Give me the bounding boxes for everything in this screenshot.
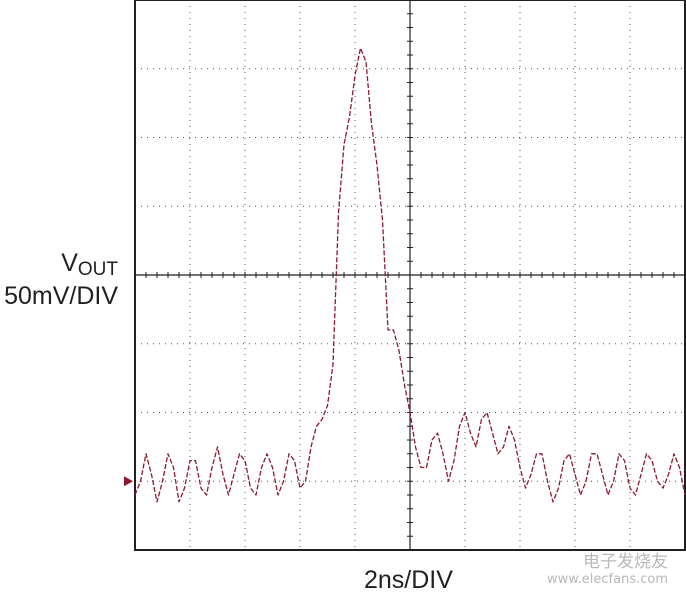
signal-trace [134,47,686,503]
x-axis-scale-label: 2ns/DIV [364,566,453,594]
ground-marker-group [124,476,133,487]
y-axis-label-subscript: OUT [77,259,118,280]
center-axis-ticks [145,13,675,537]
watermark: 电子发烧友 www.elecfans.com [546,552,668,587]
trace-group [134,47,686,503]
ground-marker [124,476,133,487]
plot-frame [134,0,686,551]
watermark-url: www.elecfans.com [546,571,668,587]
watermark-title: 电子发烧友 [583,552,668,572]
y-axis-scale-label: 50mV/DIV [4,282,118,310]
y-axis-label-main: V [61,249,78,277]
y-axis-label: VOUT [61,249,118,280]
